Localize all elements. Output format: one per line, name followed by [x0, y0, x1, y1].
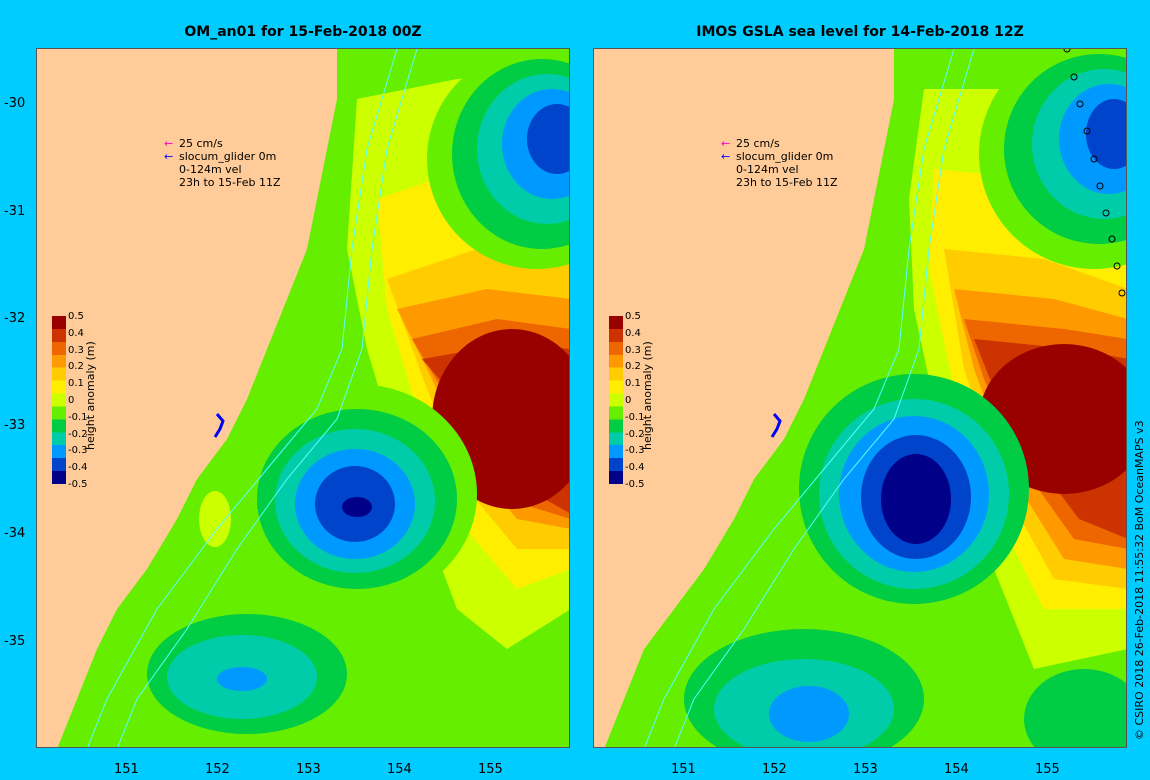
lat-label-34: -34: [4, 526, 26, 541]
legend-glider-right: slocum_glider 0m: [736, 150, 834, 163]
legend-vel-left: 0-124m vel: [179, 163, 242, 176]
lon-label-left-154: 154: [387, 762, 412, 777]
colorbar-tick: -0.3: [68, 445, 88, 457]
lon-label-right-153: 153: [853, 762, 878, 777]
lon-label-right-151: 151: [671, 762, 696, 777]
lon-label-right-152: 152: [762, 762, 787, 777]
lon-label-left-153: 153: [296, 762, 321, 777]
colorbar-tick: 0.4: [625, 327, 641, 339]
legend-vel-right: 0-124m vel: [736, 163, 799, 176]
legend-window-right: 23h to 15-Feb 11Z: [736, 176, 838, 189]
lon-label-right-155: 155: [1035, 762, 1060, 777]
colorbar-tick: -0.4: [625, 462, 645, 474]
panel-title-left: OM_an01 for 15-Feb-2018 00Z: [184, 24, 422, 40]
colorbar-tick: -0.2: [68, 428, 88, 440]
legend-glider-left: slocum_glider 0m: [179, 150, 277, 163]
colorbar-tick: 0.2: [625, 361, 641, 373]
colorbar-tick: -0.1: [68, 411, 88, 423]
colorbar-tick: 0.5: [68, 311, 84, 322]
legend-scale-left: 25 cm/s: [179, 137, 223, 150]
colorbar-tick: 0: [68, 395, 75, 406]
map-right: [593, 48, 1127, 748]
colorbar-tick: 0.3: [625, 344, 641, 356]
colorbar-label-right: height anomaly (m): [641, 341, 654, 450]
lat-label-32: -32: [4, 311, 26, 326]
panel-title-right: IMOS GSLA sea level for 14-Feb-2018 12Z: [696, 24, 1024, 40]
colorbar-tick: 0.1: [68, 378, 84, 390]
lat-label-31: -31: [4, 204, 26, 219]
credit-text: © CSIRO 2018 26-Feb-2018 11:55:32 BoM Oc…: [1133, 420, 1146, 740]
colorbar-tick: -0.4: [68, 462, 88, 474]
magenta-arrow-icon: ←: [164, 137, 174, 150]
colorbar-tick: -0.5: [68, 479, 88, 490]
lat-label-35: -35: [4, 634, 26, 649]
colorbar-tick: -0.5: [625, 479, 645, 490]
colorbar-tick: -0.3: [625, 445, 645, 457]
lon-label-left-152: 152: [205, 762, 230, 777]
colorbar-tick: -0.2: [625, 428, 645, 440]
lat-label-33: -33: [4, 418, 26, 433]
map-right-field: [594, 49, 1126, 747]
colorbar-tick: 0.3: [68, 344, 84, 356]
blue-arrow-icon: ←: [721, 150, 731, 163]
legend-window-left: 23h to 15-Feb 11Z: [179, 176, 281, 189]
legend-scale-right: 25 cm/s: [736, 137, 780, 150]
colorbar-left: [52, 316, 66, 484]
colorbar-tick: -0.1: [625, 411, 645, 423]
lon-label-left-151: 151: [114, 762, 139, 777]
magenta-arrow-icon: ←: [721, 137, 731, 150]
lon-label-right-154: 154: [944, 762, 969, 777]
colorbar-tick: 0.2: [68, 361, 84, 373]
lon-label-left-155: 155: [478, 762, 503, 777]
map-left: [36, 48, 570, 748]
colorbar-tick: 0.1: [625, 378, 641, 390]
map-left-field: [37, 49, 569, 747]
blue-arrow-icon: ←: [164, 150, 174, 163]
colorbar-tick: 0.5: [625, 311, 641, 322]
colorbar-right: [609, 316, 623, 484]
colorbar-tick: 0: [625, 395, 632, 406]
colorbar-label-left: height anomaly (m): [84, 341, 97, 450]
lat-label-30: -30: [4, 96, 26, 111]
colorbar-tick: 0.4: [68, 327, 84, 339]
